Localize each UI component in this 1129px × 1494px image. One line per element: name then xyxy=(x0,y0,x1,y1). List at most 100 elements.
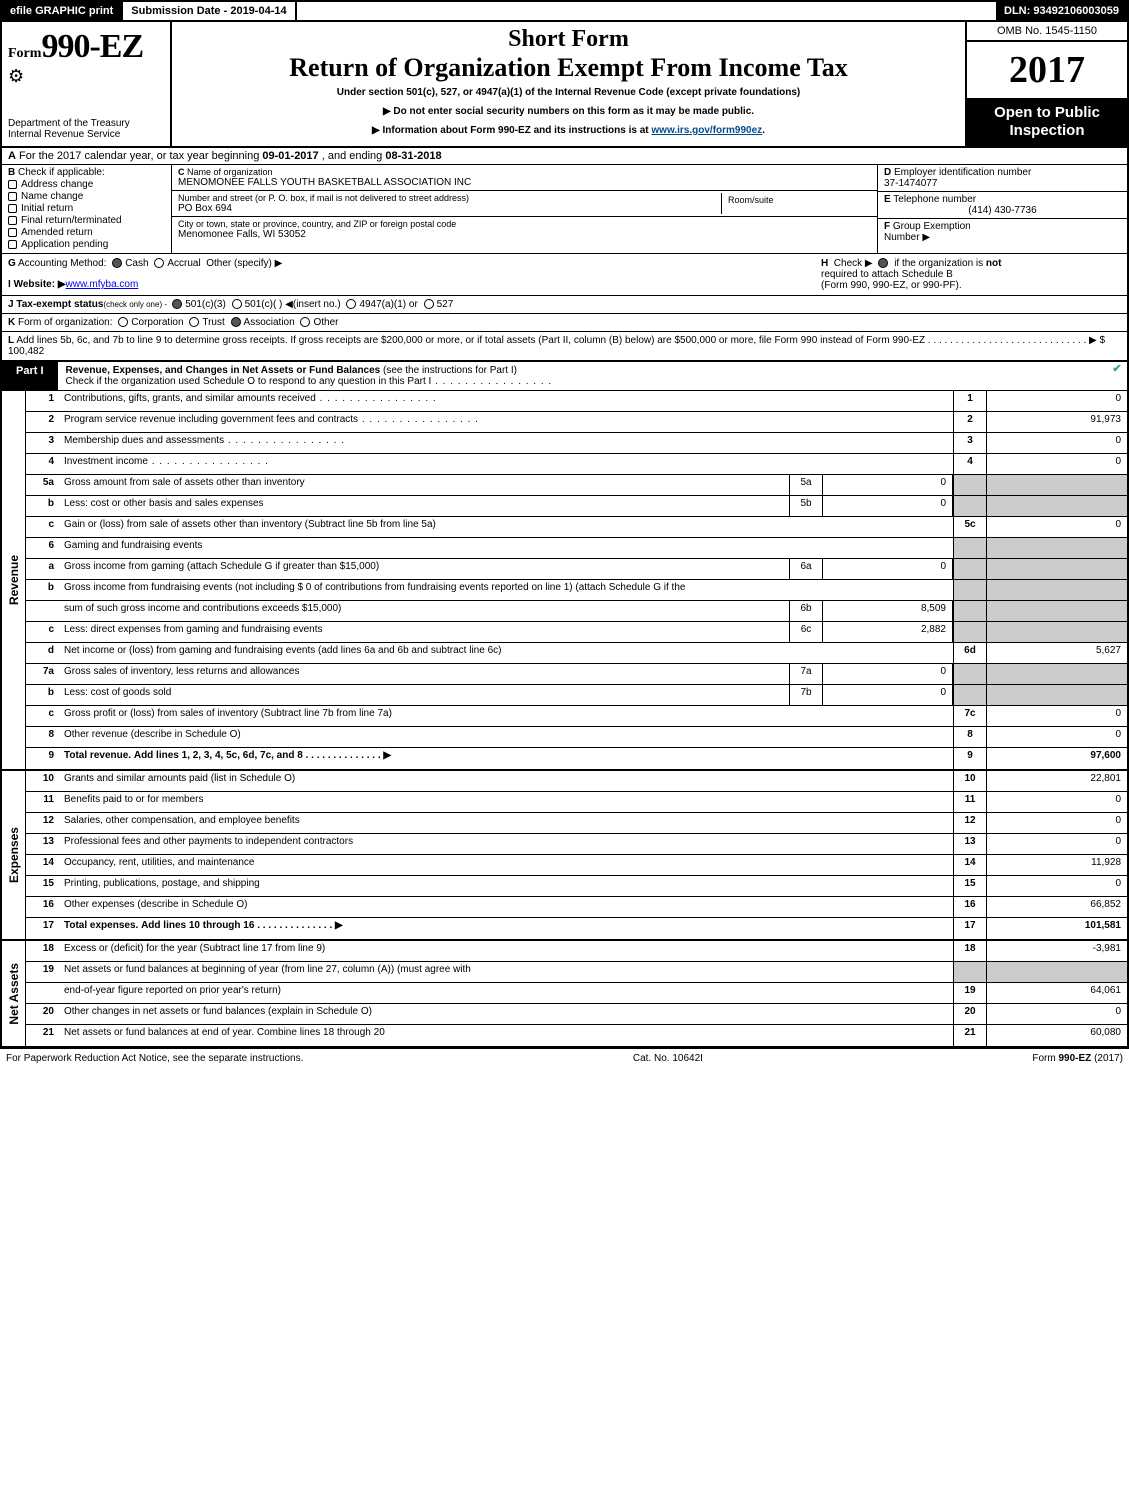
street-address: PO Box 694 xyxy=(178,203,721,214)
row-7c: cGross profit or (loss) from sales of in… xyxy=(26,706,1127,727)
check-initial-return[interactable]: Initial return xyxy=(8,203,165,214)
section-revenue: Revenue1Contributions, gifts, grants, an… xyxy=(0,391,1129,771)
radio-trust[interactable] xyxy=(189,317,199,327)
phone-value: (414) 430-7736 xyxy=(884,205,1121,216)
row-6d: dNet income or (loss) from gaming and fu… xyxy=(26,643,1127,664)
irs-link[interactable]: www.irs.gov/form990ez xyxy=(651,125,762,136)
col-B-checks: B Check if applicable: Address change Na… xyxy=(2,165,172,253)
vlabel-netassets: Net Assets xyxy=(2,941,26,1046)
short-form-title: Short Form xyxy=(180,26,957,53)
check-amended-return[interactable]: Amended return xyxy=(8,227,165,238)
row-13: 13Professional fees and other payments t… xyxy=(26,834,1127,855)
submission-date: Submission Date - 2019-04-14 xyxy=(123,2,296,20)
part-i-title: Revenue, Expenses, and Changes in Net As… xyxy=(58,362,1107,390)
row-9: 9Total revenue. Add lines 1, 2, 3, 4, 5c… xyxy=(26,748,1127,769)
checkbox-icon xyxy=(8,216,17,225)
row-20: 20Other changes in net assets or fund ba… xyxy=(26,1004,1127,1025)
ein-value: 37-1474077 xyxy=(884,178,1121,189)
treasury-seal-icon: ⚙ xyxy=(8,66,164,87)
row-6a: aGross income from gaming (attach Schedu… xyxy=(26,559,1127,580)
entity-center: C Name of organization MENOMONEE FALLS Y… xyxy=(172,165,877,253)
checkbox-icon xyxy=(8,240,17,249)
ssn-warning: ▶ Do not enter social security numbers o… xyxy=(180,106,957,117)
catalog-number: Cat. No. 10642I xyxy=(633,1053,703,1064)
row-14: 14Occupancy, rent, utilities, and mainte… xyxy=(26,855,1127,876)
radio-assoc[interactable] xyxy=(231,317,241,327)
row-4: 4Investment income40 xyxy=(26,454,1127,475)
row-8: 8Other revenue (describe in Schedule O)8… xyxy=(26,727,1127,748)
street-row: Number and street (or P. O. box, if mail… xyxy=(172,191,877,217)
dept-treasury: Department of the Treasury Internal Reve… xyxy=(8,118,164,140)
j-line: J Tax-exempt status(check only one) - 50… xyxy=(0,296,1129,314)
header: Form990-EZ ⚙ Department of the Treasury … xyxy=(0,22,1129,148)
entity-right: D Employer identification number 37-1474… xyxy=(877,165,1127,253)
row-10: 10Grants and similar amounts paid (list … xyxy=(26,771,1127,792)
topbar: efile GRAPHIC print Submission Date - 20… xyxy=(0,0,1129,22)
checkbox-icon xyxy=(8,180,17,189)
row-15: 15Printing, publications, postage, and s… xyxy=(26,876,1127,897)
row-19: 19Net assets or fund balances at beginni… xyxy=(26,962,1127,983)
form-footer: Form 990-EZ (2017) xyxy=(1032,1053,1123,1064)
city-row: City or town, state or province, country… xyxy=(172,217,877,242)
row-7b: bLess: cost of goods sold7b0 xyxy=(26,685,1127,706)
l-line: L Add lines 5b, 6c, and 7b to line 9 to … xyxy=(0,332,1129,361)
radio-cash[interactable] xyxy=(112,258,122,268)
room-suite: Room/suite xyxy=(721,193,871,214)
section-netassets: Net Assets18Excess or (deficit) for the … xyxy=(0,941,1129,1048)
dln: DLN: 93492106003059 xyxy=(996,2,1127,20)
form-number: Form990-EZ xyxy=(8,28,164,66)
radio-h[interactable] xyxy=(878,258,888,268)
radio-527[interactable] xyxy=(424,299,434,309)
topbar-spacer xyxy=(297,2,996,20)
check-icon: ✔ xyxy=(1112,363,1121,375)
radio-4947[interactable] xyxy=(346,299,356,309)
row-16: 16Other expenses (describe in Schedule O… xyxy=(26,897,1127,918)
row-5a: 5aGross amount from sale of assets other… xyxy=(26,475,1127,496)
ein-block: D Employer identification number 37-1474… xyxy=(878,165,1127,192)
part-i-label: Part I xyxy=(2,362,58,390)
row-1: 1Contributions, gifts, grants, and simil… xyxy=(26,391,1127,412)
row-3: 3Membership dues and assessments30 xyxy=(26,433,1127,454)
radio-501c[interactable] xyxy=(232,299,242,309)
row-5b: bLess: cost or other basis and sales exp… xyxy=(26,496,1127,517)
info-link-line: ▶ Information about Form 990-EZ and its … xyxy=(180,125,957,136)
omb-number: OMB No. 1545-1150 xyxy=(967,22,1127,42)
row-19: end-of-year figure reported on prior yea… xyxy=(26,983,1127,1004)
radio-corp[interactable] xyxy=(118,317,128,327)
city-state-zip: Menomonee Falls, WI 53052 xyxy=(178,229,871,240)
header-center: Short Form Return of Organization Exempt… xyxy=(172,22,967,146)
phone-block: E Telephone number (414) 430-7736 xyxy=(878,192,1127,219)
check-final-return[interactable]: Final return/terminated xyxy=(8,215,165,226)
schedule-o-check[interactable]: ✔ xyxy=(1107,362,1127,390)
radio-accrual[interactable] xyxy=(154,258,164,268)
row-6: 6Gaming and fundraising events xyxy=(26,538,1127,559)
row-2: 2Program service revenue including gover… xyxy=(26,412,1127,433)
entity-block: B Check if applicable: Address change Na… xyxy=(0,165,1129,254)
radio-other-org[interactable] xyxy=(300,317,310,327)
line-items-table: Revenue1Contributions, gifts, grants, an… xyxy=(0,391,1129,1048)
section-expenses: Expenses10Grants and similar amounts pai… xyxy=(0,771,1129,941)
checkbox-icon xyxy=(8,192,17,201)
row-A: A For the 2017 calendar year, or tax yea… xyxy=(0,148,1129,165)
efile-print-label: efile GRAPHIC print xyxy=(2,2,123,20)
check-application-pending[interactable]: Application pending xyxy=(8,239,165,250)
checkbox-icon xyxy=(8,228,17,237)
radio-501c3[interactable] xyxy=(172,299,182,309)
checkbox-icon xyxy=(8,204,17,213)
row-18: 18Excess or (deficit) for the year (Subt… xyxy=(26,941,1127,962)
row-5c: cGain or (loss) from sale of assets othe… xyxy=(26,517,1127,538)
tax-year: 2017 xyxy=(967,42,1127,98)
page-footer: For Paperwork Reduction Act Notice, see … xyxy=(0,1048,1129,1068)
row-7a: 7aGross sales of inventory, less returns… xyxy=(26,664,1127,685)
part-i-bar: Part I Revenue, Expenses, and Changes in… xyxy=(0,361,1129,391)
website-link[interactable]: www.mfyba.com xyxy=(66,279,139,290)
row-b: bGross income from fundraising events (n… xyxy=(26,580,1127,601)
org-name-row: C Name of organization MENOMONEE FALLS Y… xyxy=(172,165,877,191)
return-title: Return of Organization Exempt From Incom… xyxy=(180,53,957,83)
row-21: 21Net assets or fund balances at end of … xyxy=(26,1025,1127,1046)
check-name-change[interactable]: Name change xyxy=(8,191,165,202)
check-address-change[interactable]: Address change xyxy=(8,179,165,190)
row-17: 17Total expenses. Add lines 10 through 1… xyxy=(26,918,1127,939)
row-11: 11Benefits paid to or for members110 xyxy=(26,792,1127,813)
under-section: Under section 501(c), 527, or 4947(a)(1)… xyxy=(180,87,957,98)
